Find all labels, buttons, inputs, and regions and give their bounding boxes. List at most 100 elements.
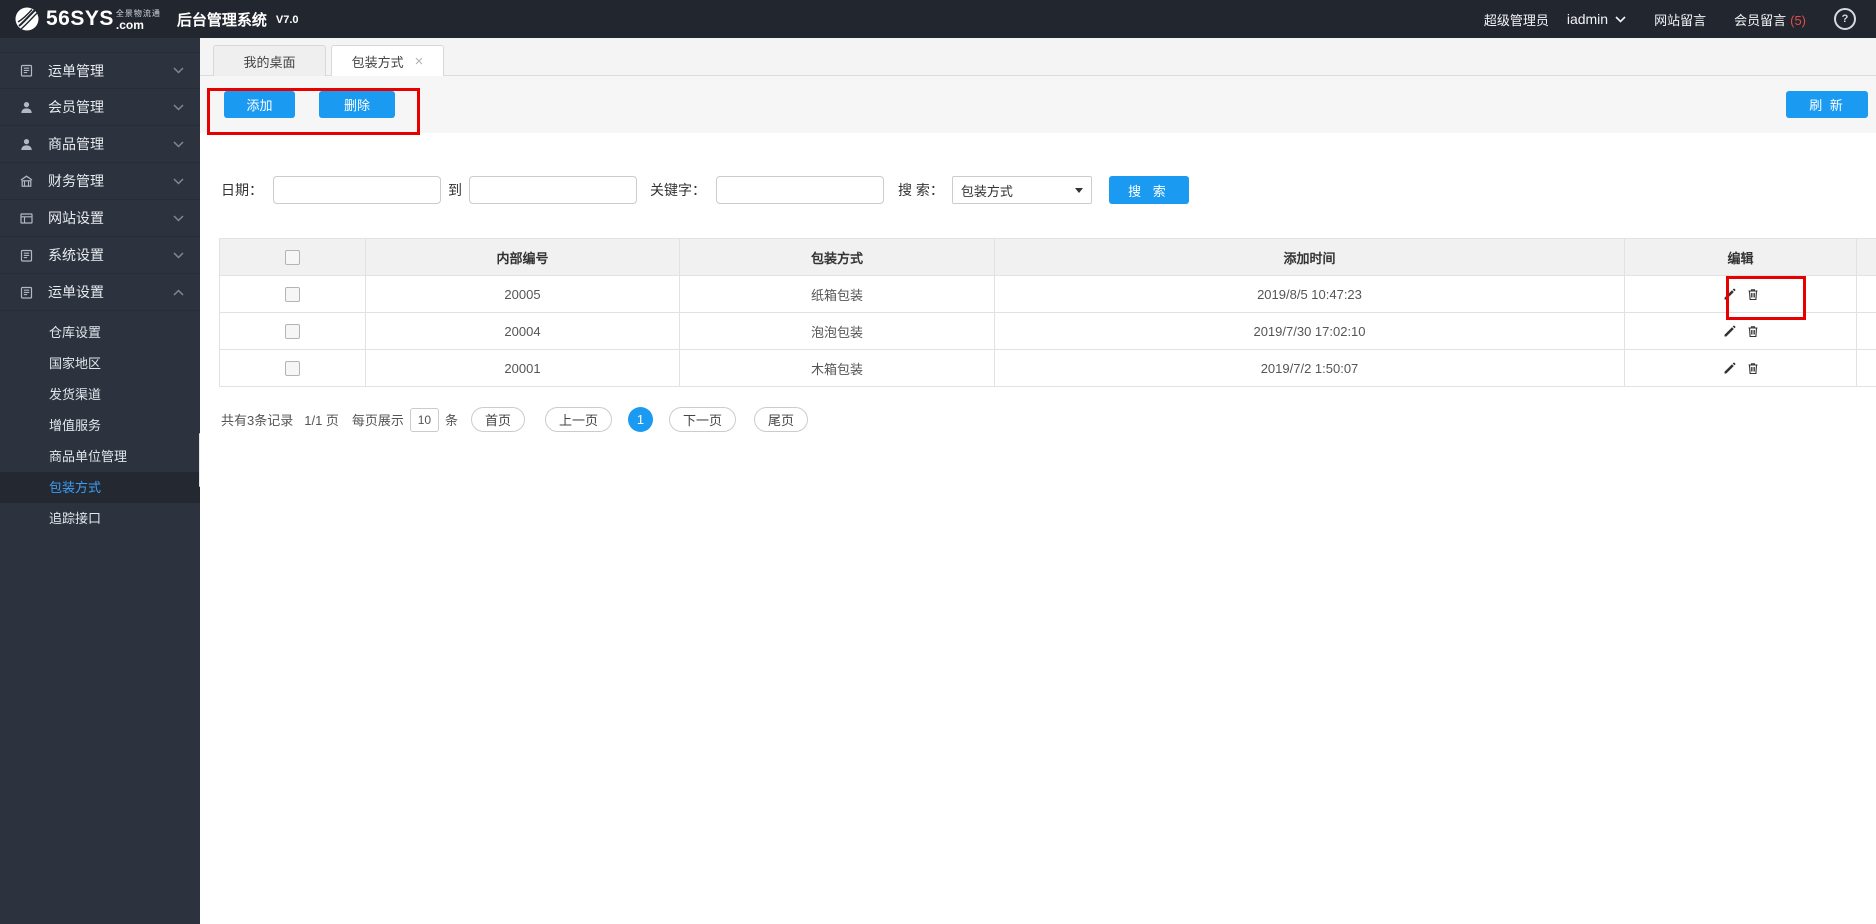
toolbar: 添加 删除 刷 新 <box>200 76 1876 133</box>
edit-pencil-icon[interactable] <box>1723 325 1736 338</box>
edit-pencil-icon[interactable] <box>1723 362 1736 375</box>
user-menu[interactable]: 超级管理员 iadmin <box>1484 10 1626 29</box>
sidebar-subitem-tracking-interface[interactable]: 追踪接口 <box>49 511 102 526</box>
tab-label: 我的桌面 <box>243 54 296 70</box>
sidebar-subitem-shipping-channel[interactable]: 发货渠道 <box>49 387 102 402</box>
cell-code: 20004 <box>365 312 680 350</box>
sidebar-item-label: 系统设置 <box>48 247 104 263</box>
document-icon <box>19 247 35 263</box>
current-page-button[interactable]: 1 <box>627 407 653 432</box>
sidebar-item-finance-management[interactable]: 财务管理 <box>0 163 200 200</box>
close-icon[interactable]: × <box>414 52 424 70</box>
col-header-extra <box>1856 238 1876 276</box>
pagination: 共有3条记录 1/1 页 每页展示 条 首页 上一页 1 下一页 尾页 <box>221 407 1876 432</box>
sidebar-item-label: 会员管理 <box>48 99 104 115</box>
chevron-down-icon <box>173 103 184 111</box>
username-label: iadmin <box>1566 11 1609 27</box>
chevron-down-icon <box>173 251 184 259</box>
table-header-row: 内部编号 包装方式 添加时间 编辑 <box>219 238 1876 276</box>
member-messages-link[interactable]: 会员留言 (5) <box>1734 10 1806 29</box>
sidebar-item-member-management[interactable]: 会员管理 <box>0 89 200 126</box>
search-type-select[interactable]: 包装方式 <box>951 176 1092 204</box>
chevron-down-icon <box>173 214 184 222</box>
prev-page-button[interactable]: 上一页 <box>544 407 612 432</box>
cell-extra <box>1856 275 1876 313</box>
brand-suffix: 全景物流通 .com <box>115 8 161 31</box>
sidebar-item-label: 商品管理 <box>48 136 104 152</box>
browser-window-icon <box>19 210 35 226</box>
next-page-button[interactable]: 下一页 <box>668 407 736 432</box>
chevron-down-icon <box>173 140 184 148</box>
member-messages-label: 会员留言 <box>1734 12 1787 28</box>
cell-packing: 木箱包装 <box>679 349 995 387</box>
row-checkbox[interactable] <box>285 324 300 340</box>
delete-trash-icon[interactable] <box>1747 288 1759 301</box>
to-label: 到 <box>448 182 462 198</box>
sidebar-item-label: 网站设置 <box>48 210 104 226</box>
brand-slogan: 全景物流通 <box>115 8 161 18</box>
sidebar-submenu: 仓库设置 国家地区 发货渠道 增值服务 商品单位管理 包装方式 追踪接口 <box>0 317 200 534</box>
col-header-edit: 编辑 <box>1624 238 1857 276</box>
cell-code: 20001 <box>365 349 680 387</box>
edit-pencil-icon[interactable] <box>1723 288 1736 301</box>
sidebar-subitem-product-unit-management[interactable]: 商品单位管理 <box>49 449 128 464</box>
sidebar-subitem-value-added-service[interactable]: 增值服务 <box>49 418 102 433</box>
row-checkbox[interactable] <box>285 361 300 377</box>
delete-trash-icon[interactable] <box>1747 325 1759 338</box>
caret-down-icon <box>1074 187 1083 193</box>
document-icon <box>19 284 35 300</box>
cell-code: 20005 <box>365 275 680 313</box>
app-title: 后台管理系统 <box>176 11 267 29</box>
sidebar-item-system-settings[interactable]: 系统设置 <box>0 237 200 274</box>
keyword-label: 关键字： <box>650 182 706 198</box>
sidebar-item-label: 运单管理 <box>48 62 104 79</box>
sidebar-item-waybill-settings[interactable]: 运单设置 <box>0 274 200 311</box>
total-records-label: 共有3条记录 <box>221 413 294 428</box>
refresh-button[interactable]: 刷 新 <box>1786 91 1868 118</box>
sidebar-subitem-warehouse-settings[interactable]: 仓库设置 <box>49 325 102 340</box>
chevron-down-icon <box>173 67 184 74</box>
per-page-input[interactable] <box>409 407 439 432</box>
sidebar-subitem-packing-method[interactable]: 包装方式 <box>0 472 200 503</box>
first-page-button[interactable]: 首页 <box>470 407 525 432</box>
per-page-label: 每页展示 <box>351 413 404 428</box>
row-checkbox[interactable] <box>285 287 300 303</box>
delete-trash-icon[interactable] <box>1747 362 1759 375</box>
member-messages-count: (5) <box>1790 12 1806 28</box>
cell-extra <box>1856 349 1876 387</box>
sidebar-item-product-management[interactable]: 商品管理 <box>0 126 200 163</box>
page-indicator: 1/1 页 <box>304 413 339 428</box>
user-name[interactable]: iadmin <box>1567 11 1626 27</box>
data-table-wrap: 内部编号 包装方式 添加时间 编辑 20005 纸箱包装 2019/8/5 10… <box>219 238 1876 387</box>
last-page-button[interactable]: 尾页 <box>754 407 809 432</box>
date-from-input[interactable] <box>273 176 441 204</box>
search-button[interactable]: 搜 索 <box>1108 176 1189 204</box>
user-role: 超级管理员 <box>1483 12 1549 28</box>
brand: 56SYS 全景物流通 .com 后台管理系统 V7.0 <box>14 6 299 32</box>
site-messages-link[interactable]: 网站留言 <box>1654 12 1707 28</box>
sidebar-item-waybill-management[interactable]: 运单管理 <box>0 52 200 89</box>
table-row: 20005 纸箱包装 2019/8/5 10:47:23 <box>219 275 1876 313</box>
tab-packing-method[interactable]: 包装方式 × <box>331 45 444 76</box>
per-page-unit-label: 条 <box>444 413 458 428</box>
logo-globe-icon <box>15 7 39 31</box>
user-icon <box>19 99 35 115</box>
sidebar-item-website-settings[interactable]: 网站设置 <box>0 200 200 237</box>
select-all-checkbox[interactable] <box>285 250 300 266</box>
delete-button[interactable]: 删除 <box>319 91 395 118</box>
chevron-down-icon <box>173 177 184 185</box>
keyword-input[interactable] <box>716 176 884 204</box>
add-button[interactable]: 添加 <box>224 91 295 118</box>
cell-packing: 纸箱包装 <box>679 275 995 313</box>
help-icon[interactable]: ? <box>1834 8 1856 30</box>
sidebar-subitem-country-region[interactable]: 国家地区 <box>49 356 102 371</box>
cell-extra <box>1856 312 1876 350</box>
col-header-packing: 包装方式 <box>679 238 995 276</box>
packing-method-table: 内部编号 包装方式 添加时间 编辑 20005 纸箱包装 2019/8/5 10… <box>219 238 1876 387</box>
tab-my-desktop[interactable]: 我的桌面 <box>213 45 326 76</box>
top-header: 56SYS 全景物流通 .com 后台管理系统 V7.0 超级管理员 iadmi… <box>0 0 1876 38</box>
col-header-time: 添加时间 <box>994 238 1625 276</box>
brand-name: 56SYS <box>46 7 114 30</box>
date-to-input[interactable] <box>469 176 637 204</box>
